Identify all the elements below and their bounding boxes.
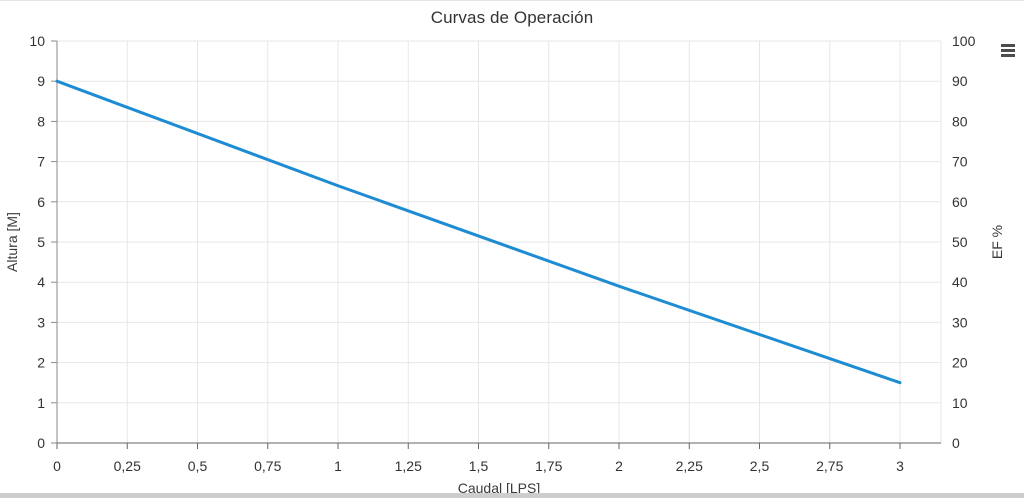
x-tick-label: 2,25 (676, 458, 703, 474)
x-tick-label: 2 (615, 458, 623, 474)
hamburger-bar (1001, 49, 1015, 52)
chart-plot-area: 0 0,25 0,5 0,75 1 1,25 1,5 1,75 2 2,25 2,5 2,75 3012… (29, 33, 976, 474)
hamburger-menu-icon[interactable] (1001, 44, 1015, 57)
y-tick-label-right: 20 (952, 355, 968, 371)
y-tick-label-left: 8 (37, 113, 45, 129)
x-tick-label: 3 (896, 458, 904, 474)
hamburger-bar (1001, 54, 1015, 57)
y-tick-label-left: 7 (37, 154, 45, 170)
x-tick-label: 1,25 (395, 458, 422, 474)
y-tick-label-left: 2 (37, 355, 45, 371)
y-tick-label-left: 4 (37, 274, 45, 290)
y-tick-label-left: 3 (37, 314, 45, 330)
series-line-1[interactable] (55, 79, 902, 385)
x-tick-label: 1 (334, 458, 342, 474)
x-tick-label: 1,75 (535, 458, 562, 474)
x-tick-label: 0 (53, 458, 61, 474)
y-tick-label-right: 50 (952, 234, 968, 250)
y-axis-title-right: EF % (989, 224, 1005, 260)
bottom-divider (0, 493, 1024, 498)
y-tick-label-right: 70 (952, 154, 968, 170)
y-tick-label-right: 40 (952, 274, 968, 290)
x-tick-label: 1,5 (469, 458, 489, 474)
y-tick-label-left: 6 (37, 194, 45, 210)
y-tick-label-left: 10 (29, 33, 45, 49)
x-tick-label: 0,75 (254, 458, 281, 474)
y-tick-label-right: 0 (952, 435, 960, 451)
y-tick-label-left: 1 (37, 395, 45, 411)
y-tick-label-left: 0 (37, 435, 45, 451)
y-tick-label-right: 90 (952, 73, 968, 89)
hamburger-bar (1001, 44, 1015, 47)
chart-title: Curvas de Operación (430, 8, 594, 27)
y-tick-label-left: 5 (37, 234, 45, 250)
y-axis-title-left: Altura [M] (4, 212, 20, 272)
x-tick-label: 0,25 (114, 458, 141, 474)
y-tick-label-right: 60 (952, 194, 968, 210)
x-tick-label: 2,75 (816, 458, 843, 474)
top-border (0, 0, 1024, 1)
y-tick-label-right: 80 (952, 113, 968, 129)
x-tick-label: 2,5 (750, 458, 770, 474)
y-tick-label-right: 100 (952, 33, 976, 49)
y-tick-label-right: 10 (952, 395, 968, 411)
x-axis-title: Caudal [LPS] (457, 480, 541, 496)
x-tick-label: 0,5 (188, 458, 208, 474)
y-tick-label-left: 9 (37, 73, 45, 89)
y-tick-label-right: 30 (952, 314, 968, 330)
